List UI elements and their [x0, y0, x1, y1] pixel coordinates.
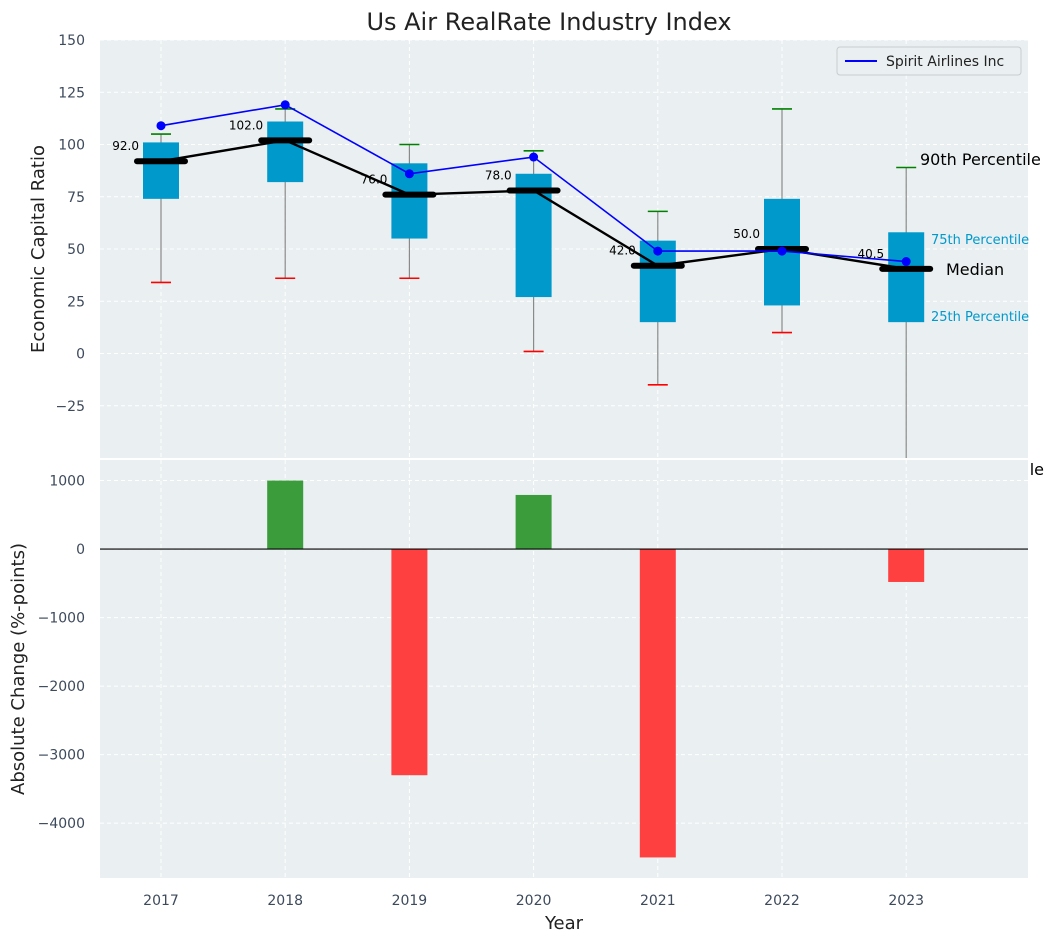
- annotation-75th: 75th Percentile: [931, 233, 1029, 248]
- x-tick-label: 2023: [888, 893, 924, 909]
- change-bars: [267, 480, 925, 858]
- legend: Spirit Airlines Inc: [836, 46, 1022, 76]
- top-y-ticks: −25 0 25 50 75 100 125 150: [55, 33, 85, 415]
- change-bar: [515, 494, 552, 550]
- x-tick-label: 2021: [640, 893, 676, 909]
- annotation-10th-fragment: le: [1030, 460, 1044, 479]
- x-axis-label: Year: [544, 913, 584, 934]
- series-point: [529, 152, 539, 162]
- y-tick-label: −1000: [38, 611, 85, 627]
- y-tick-label: 125: [58, 85, 85, 101]
- median-value-label: 40.5: [857, 247, 884, 261]
- box-iqr: [267, 121, 304, 183]
- chart-title: Us Air RealRate Industry Index: [366, 8, 731, 36]
- change-bar: [391, 549, 428, 776]
- x-tick-label: 2020: [516, 893, 552, 909]
- series-point: [156, 121, 166, 131]
- y-tick-label: 50: [67, 242, 85, 258]
- y-tick-label: 75: [67, 190, 85, 206]
- top-grid: [100, 39, 1028, 458]
- series-point: [653, 246, 663, 256]
- y-tick-label: −2000: [38, 679, 85, 695]
- bottom-y-ticks: −4000 −3000 −2000 −1000 0 1000: [38, 474, 85, 833]
- x-tick-label: 2022: [764, 893, 800, 909]
- median-value-label: 92.0: [112, 139, 139, 153]
- bottom-plot-background: [100, 460, 1028, 878]
- y-tick-label: 25: [67, 294, 85, 310]
- top-y-axis-label: Economic Capital Ratio: [28, 145, 49, 353]
- change-bar: [888, 549, 925, 582]
- series-point: [777, 246, 787, 256]
- box-iqr: [515, 173, 552, 298]
- bottom-y-axis-label: Absolute Change (%-points): [8, 543, 29, 795]
- box-plots: [134, 108, 934, 458]
- annotation-25th: 25th Percentile: [931, 310, 1029, 325]
- y-tick-label: 150: [58, 33, 85, 49]
- legend-entry: Spirit Airlines Inc: [886, 54, 1004, 70]
- y-tick-label: −25: [55, 399, 85, 415]
- y-tick-label: 100: [58, 138, 85, 154]
- y-tick-label: 0: [76, 542, 85, 558]
- company-series: [156, 100, 911, 267]
- change-bar: [639, 549, 676, 858]
- top-panel: −25 0 25 50 75 100 125 150 92.0 102.0 76.0 78.0 42.…: [28, 33, 1041, 458]
- median-value-label: 50.0: [733, 227, 760, 241]
- box-iqr: [143, 142, 179, 199]
- y-tick-label: 1000: [49, 474, 85, 490]
- median-value-label: 78.0: [485, 168, 512, 182]
- median-value-label: 102.0: [229, 118, 263, 132]
- y-tick-label: −4000: [38, 816, 85, 832]
- x-tick-label: 2017: [143, 893, 179, 909]
- y-tick-label: −3000: [38, 748, 85, 764]
- annotation-median: Median: [946, 260, 1004, 279]
- median-value-label: 42.0: [609, 244, 636, 258]
- x-tick-label: 2019: [392, 893, 428, 909]
- series-point: [404, 169, 414, 179]
- median-value-label: 76.0: [361, 173, 388, 187]
- y-tick-label: 0: [76, 347, 85, 363]
- box-iqr: [888, 232, 925, 323]
- series-point: [901, 257, 911, 267]
- series-point: [280, 100, 290, 110]
- median-labels: 92.0 102.0 76.0 78.0 42.0 50.0 40.5: [112, 118, 884, 261]
- x-tick-label: 2018: [267, 893, 303, 909]
- change-bar: [267, 480, 304, 550]
- legend-box: [836, 46, 1022, 76]
- x-ticks: 2017 2018 2019 2020 2021 2022 2023: [143, 893, 924, 909]
- annotation-90th: 90th Percentile: [920, 150, 1041, 169]
